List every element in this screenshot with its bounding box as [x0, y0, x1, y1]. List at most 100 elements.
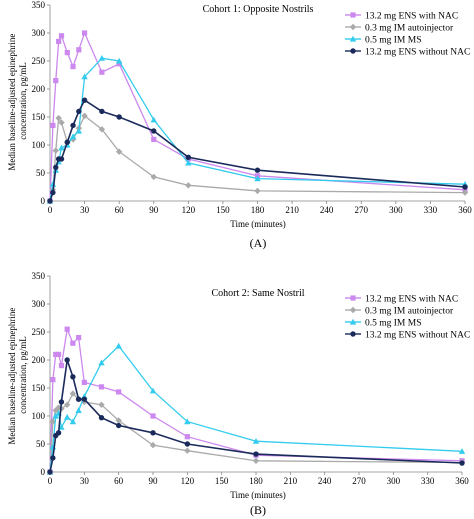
- panel-b-data-point: [55, 351, 62, 357]
- legend-label: 0.5 mg IM MS: [365, 319, 421, 329]
- panel-a-y-tick-label: 100: [32, 140, 46, 150]
- panel-a-chart: Cohort 1: Opposite Nostrils Time (minute…: [7, 0, 472, 250]
- panel-a-data-point: [81, 112, 88, 120]
- panel-a-data-point: [115, 148, 123, 155]
- panel-a-data-point: [64, 50, 70, 56]
- panel-a-y-axis-label: Median baseline-adjusted epinephrine con…: [7, 31, 28, 170]
- panel-b-x-tick-label: 270: [352, 476, 366, 486]
- panel-b-data-point: [69, 418, 77, 425]
- panel-a-y-tick-label: 50: [36, 168, 46, 178]
- legend-swatch-marker: [349, 318, 357, 325]
- legend-label: 13.2 mg ENS without NAC: [365, 48, 470, 58]
- panel-a-x-tick-label: 300: [389, 205, 403, 215]
- panel-a-data-point: [185, 154, 192, 161]
- panel-a-data-point: [99, 69, 105, 75]
- panel-b-x-tick-label: 30: [80, 476, 90, 486]
- panel-a-legend: 13.2 mg ENS with NAC 0.3 mg IM autoinject…: [345, 12, 470, 58]
- panel-b-data-point: [458, 448, 466, 454]
- panel-b-x-tick-label: 120: [181, 476, 195, 486]
- panel-a-data-point: [58, 33, 65, 39]
- legend-label: 0.3 mg IM autoinjector: [365, 307, 454, 317]
- panel-a-data-point: [254, 187, 261, 195]
- legend-label: 0.3 mg IM autoinjector: [365, 24, 454, 34]
- panel-a-x-tick-label: 0: [48, 205, 53, 215]
- legend-label: 0.5 mg IM MS: [365, 36, 421, 46]
- panel-b-x-tick-label: 90: [149, 476, 159, 486]
- panel-a-data-point: [81, 97, 88, 103]
- panel-a-series-3: [46, 55, 469, 204]
- panel-b-data-point: [53, 351, 59, 357]
- panel-b-title: Cohort 2: Same Nostril: [211, 288, 304, 299]
- panel-b-x-tick-label: 210: [284, 476, 298, 486]
- panel-a-y-tick-label: 200: [32, 84, 46, 94]
- panel-a-data-point: [185, 182, 192, 189]
- panel-a-x-tick-label: 90: [149, 205, 159, 215]
- panel-b-data-point: [70, 340, 76, 346]
- panel-a-x-tick-label: 360: [458, 205, 472, 215]
- panel-a-x-tick-label: 30: [80, 205, 90, 215]
- panel-b-data-point: [98, 401, 105, 408]
- panel-b-data-point: [98, 414, 105, 421]
- panel-a-data-point: [52, 147, 59, 154]
- panel-a-data-point: [98, 55, 106, 61]
- panel-a-title: Cohort 1: Opposite Nostrils: [203, 4, 314, 15]
- panel-b-data-point: [184, 447, 191, 454]
- legend-swatch-marker: [349, 306, 357, 314]
- legend-swatch-marker: [350, 295, 356, 301]
- panel-b-data-point: [63, 413, 71, 420]
- panel-a-data-point: [254, 175, 261, 182]
- panel-b-data-point: [149, 441, 157, 449]
- panel-a-y-tick-label: 0: [41, 196, 46, 206]
- panel-a-data-point: [81, 73, 88, 80]
- panel-b-data-point: [184, 441, 191, 447]
- panel-a-series-2: [46, 112, 469, 205]
- panel-b-data-point: [64, 326, 70, 332]
- panel-b-data-point: [58, 363, 65, 369]
- panel-a-x-tick-label: 120: [182, 205, 196, 215]
- panel-b-y-axis-label-line2: concentration, pg/mL: [18, 336, 28, 413]
- panel-b-x-tick-label: 0: [48, 476, 53, 486]
- legend-label: 13.2 mg ENS with NAC: [365, 12, 458, 22]
- panel-a-data-point: [116, 114, 122, 120]
- panel-b-x-tick-label: 180: [249, 476, 263, 486]
- panel-b-data-point: [76, 335, 82, 341]
- panel-a-data-point: [50, 122, 56, 128]
- panel-b-data-point: [184, 418, 191, 425]
- panel-b-series-line: [49, 326, 463, 473]
- panel-a-data-point: [115, 57, 123, 64]
- panel-b-data-point: [75, 396, 82, 402]
- panel-a-data-point: [75, 127, 83, 134]
- panel-b-data-point: [58, 399, 65, 405]
- legend-label: 13.2 mg ENS with NAC: [365, 295, 458, 305]
- panel-a-data-point: [58, 144, 65, 151]
- panel-a-y-tick-label: 350: [32, 0, 46, 10]
- panel-a-x-tick-label: 240: [320, 205, 334, 215]
- panel-b-y-tick-label: 150: [32, 383, 46, 393]
- panel-b-x-axis-label: Time (minutes): [230, 490, 285, 500]
- panel-a-data-point: [50, 189, 56, 196]
- panel-a-data-point: [461, 189, 469, 196]
- panel-a-caption: (A): [250, 236, 267, 250]
- panel-a-x-tick-label: 150: [216, 205, 230, 215]
- panel-b-data-point: [50, 455, 56, 461]
- panel-a-series-4: [47, 97, 468, 204]
- panel-b-x-tick-label: 360: [455, 476, 469, 486]
- legend-swatch-marker: [350, 12, 356, 18]
- panel-b-y-axis-label-line1: Median baseline-adjusted epinephrine: [7, 308, 17, 445]
- panel-b-data-point: [69, 390, 77, 397]
- panel-b-data-point: [63, 401, 71, 408]
- panel-a-data-point: [64, 139, 70, 145]
- panel-a-data-point: [56, 38, 62, 44]
- panel-b-x-tick-label: 240: [318, 476, 332, 486]
- panel-b-data-point: [459, 460, 465, 466]
- panel-a-data-point: [185, 159, 192, 166]
- panel-a-data-point: [254, 167, 261, 173]
- legend-swatch-marker: [349, 23, 357, 31]
- panel-b-data-point: [75, 407, 82, 413]
- legend-swatch-marker: [350, 331, 356, 337]
- panel-b-data-point: [115, 417, 122, 424]
- panel-a-data-point: [150, 173, 157, 181]
- panel-a-y-axis-label-line2: concentration, pg/mL: [18, 62, 28, 139]
- panel-a-data-point: [99, 108, 105, 115]
